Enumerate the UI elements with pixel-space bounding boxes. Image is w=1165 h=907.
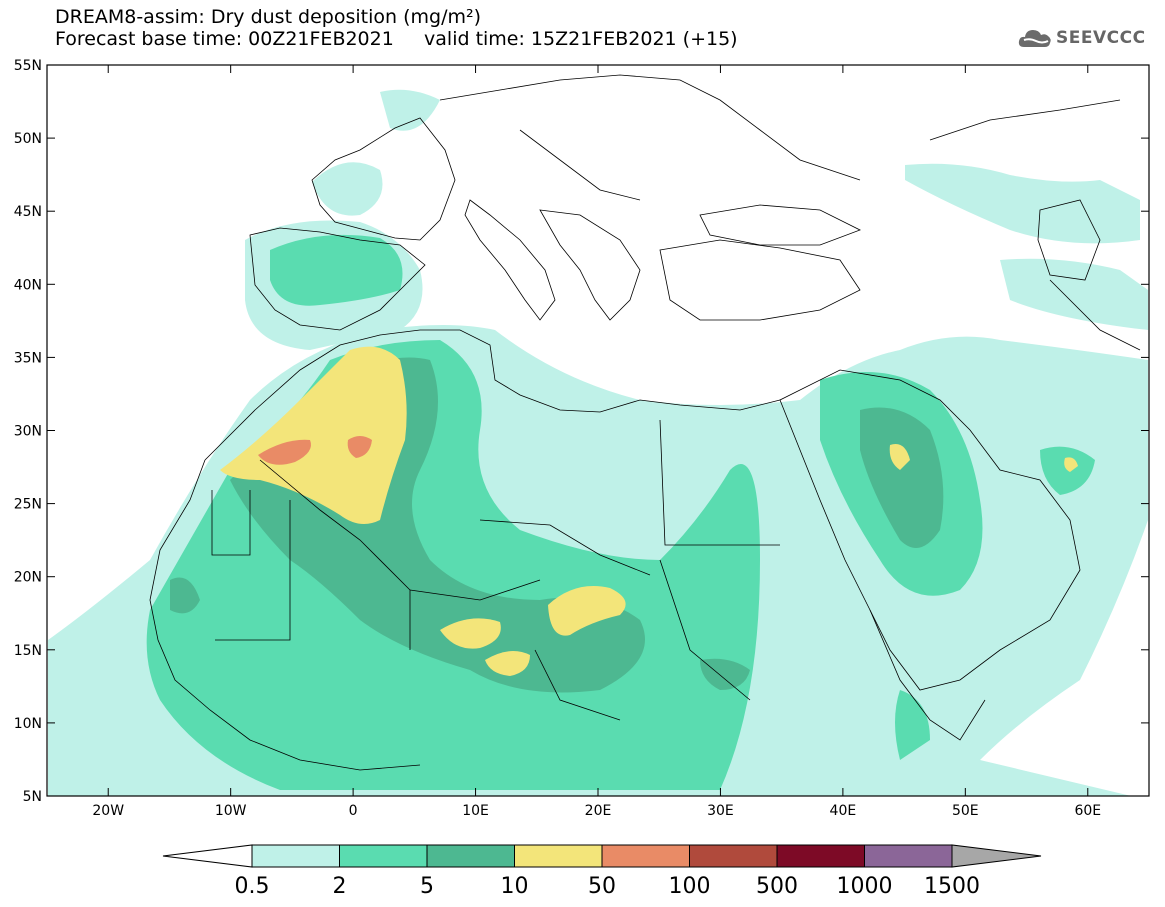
dust-band-50-100 — [258, 436, 372, 465]
country-borders — [149, 74, 1141, 771]
colorbar-bin — [514, 844, 603, 868]
longitude-axis: 20W 10W 0 10E 20E 30E 40E 50E 60E — [92, 65, 1101, 819]
lat-tick-label: 20N — [14, 570, 42, 586]
colorbar-label: 1500 — [924, 874, 980, 899]
lon-tick-label: 0 — [349, 803, 358, 819]
lat-tick-label: 55N — [14, 58, 42, 74]
lon-tick-label: 20E — [585, 803, 612, 819]
lat-tick-label: 45N — [14, 204, 42, 220]
colorbar-below-arrow — [162, 844, 253, 868]
colorbar-label: 50 — [588, 874, 616, 899]
colorbar-label: 5 — [420, 874, 434, 899]
lat-tick-label: 35N — [14, 350, 42, 366]
colorbar-label: 100 — [669, 874, 711, 899]
forecast-times: Forecast base time: 00Z21FEB2021 valid t… — [55, 28, 738, 50]
colorbar-above-arrow — [951, 844, 1042, 868]
lat-tick-label: 5N — [23, 789, 42, 805]
lon-tick-label: 50E — [952, 803, 979, 819]
logo-text: SEEVCCC — [1056, 28, 1146, 48]
lat-tick-label: 10N — [14, 716, 42, 732]
colorbar-bin — [776, 844, 865, 868]
colorbar-label: 500 — [756, 874, 798, 899]
colorbar-bin — [689, 844, 778, 868]
colorbar-bin — [339, 844, 428, 868]
lat-tick-label: 50N — [14, 131, 42, 147]
colorbar-bin — [864, 844, 953, 868]
lon-tick-label: 30E — [707, 803, 734, 819]
colorbar-bin — [426, 844, 515, 868]
colorbar-label: 1000 — [837, 874, 893, 899]
lon-tick-label: 40E — [830, 803, 857, 819]
latitude-axis: 55N 50N 45N 40N 35N 30N 25N 20N 15N 10N 5N — [14, 58, 1149, 805]
seevccc-logo: SEEVCCC — [1018, 26, 1146, 50]
colorbar-label: 10 — [501, 874, 529, 899]
dust-band-10-50 — [220, 346, 1078, 676]
lon-tick-label: 60E — [1074, 803, 1101, 819]
lat-tick-label: 15N — [14, 643, 42, 659]
lon-tick-label: 20W — [92, 803, 124, 819]
lat-tick-label: 40N — [14, 277, 42, 293]
cloud-logo-icon — [1018, 30, 1051, 47]
map-title: DREAM8-assim: Dry dust deposition (mg/m²… — [55, 6, 482, 28]
colorbar-bin — [601, 844, 690, 868]
lat-tick-label: 25N — [14, 497, 42, 513]
colorbar-label: 0.5 — [235, 874, 270, 899]
lon-tick-label: 10W — [215, 803, 247, 819]
lat-tick-label: 30N — [14, 424, 42, 440]
colorbar-bin — [251, 844, 340, 868]
colorbar-label: 2 — [333, 874, 347, 899]
lon-tick-label: 10E — [462, 803, 489, 819]
colorbar-legend: 0.5 2 5 10 50 100 500 1000 1500 — [162, 844, 1042, 899]
